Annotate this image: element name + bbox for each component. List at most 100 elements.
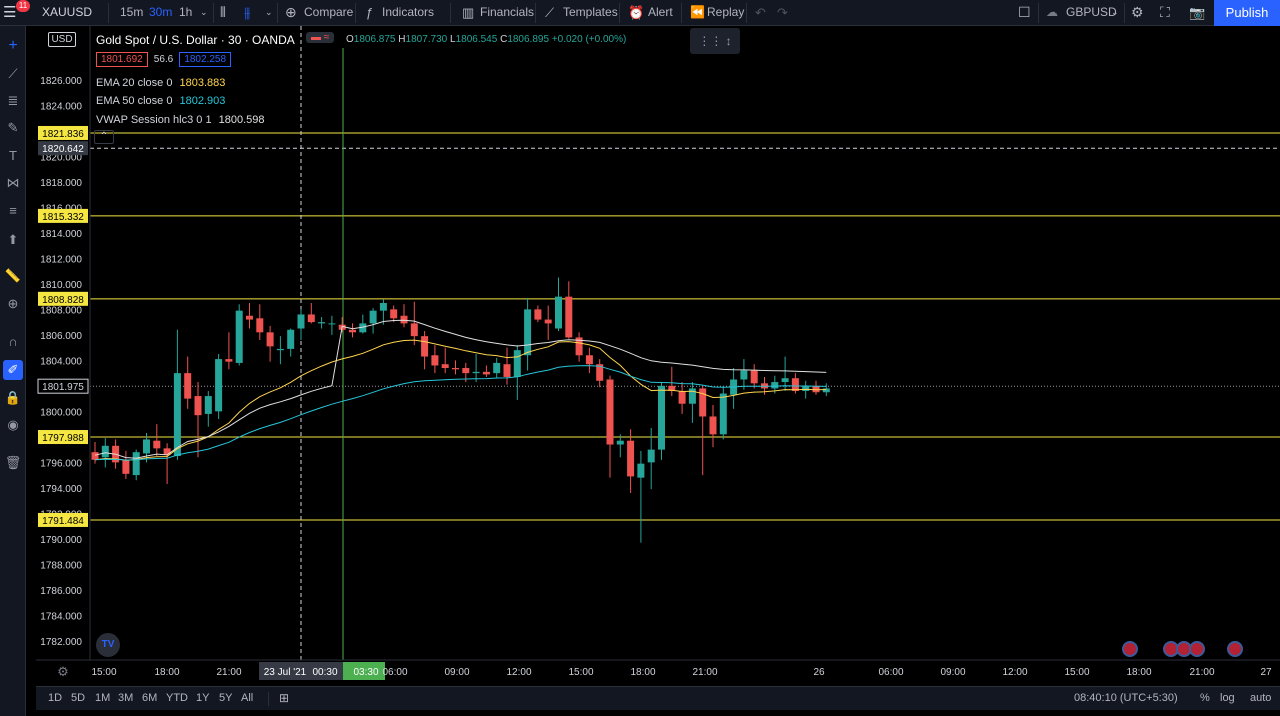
range-6m[interactable]: 6M <box>142 692 158 704</box>
cloud-icon[interactable]: ☁ <box>1046 5 1058 19</box>
us-event-flag-icon[interactable] <box>1189 641 1205 657</box>
candle-body[interactable] <box>204 396 212 414</box>
symbol-search[interactable]: XAUUSD <box>42 5 93 19</box>
candle-body[interactable] <box>184 373 192 399</box>
stay-drawing-icon[interactable]: ✐ <box>3 360 23 380</box>
candle-body[interactable] <box>379 303 387 311</box>
sell-price[interactable]: 1801.692 <box>96 52 148 67</box>
candle-body[interactable] <box>287 329 295 349</box>
candle-body[interactable] <box>637 463 645 478</box>
candle-body[interactable] <box>575 337 583 356</box>
us-event-flag-icon[interactable] <box>1122 641 1138 657</box>
undo-icon[interactable]: ↶ <box>755 5 766 20</box>
candle-body[interactable] <box>668 385 676 391</box>
candle-body[interactable] <box>431 355 439 366</box>
candle-body[interactable] <box>585 355 593 365</box>
candle-body[interactable] <box>276 348 284 351</box>
compare-button[interactable]: Compare <box>304 5 354 19</box>
settings-gear-icon[interactable]: ⚙ <box>57 665 69 680</box>
auto-toggle[interactable]: auto <box>1250 692 1272 704</box>
candle-body[interactable] <box>524 309 532 356</box>
gear-icon[interactable]: ⚙ <box>1131 4 1144 20</box>
interval-30m[interactable]: 30m <box>149 5 173 19</box>
candle-body[interactable] <box>318 322 326 324</box>
zoom-icon[interactable]: ⊕ <box>7 296 19 311</box>
vwap-row[interactable]: VWAP Session hlc3 0 1 1800.598 <box>96 114 265 126</box>
templates-button[interactable]: Templates <box>563 5 618 19</box>
text-icon[interactable]: T <box>9 148 17 163</box>
candle-body[interactable] <box>482 371 490 375</box>
candle-body[interactable] <box>307 314 315 323</box>
currency-label[interactable]: USD <box>48 32 76 47</box>
interval-15m[interactable]: 15m <box>120 5 144 19</box>
candle-body[interactable] <box>246 315 253 320</box>
prediction-icon[interactable]: ≡ <box>9 203 17 218</box>
legend-controls[interactable]: ▬ ≈ <box>306 31 335 43</box>
us-event-flag-icon[interactable] <box>1227 641 1243 657</box>
candle-body[interactable] <box>647 449 655 463</box>
magnet-icon[interactable]: ∩ <box>8 334 18 349</box>
candle-body[interactable] <box>173 373 181 456</box>
candle-body[interactable] <box>596 364 604 381</box>
tradingview-logo-icon[interactable]: TV <box>96 633 120 657</box>
candle-body[interactable] <box>441 364 449 369</box>
compare-symbol[interactable]: GBPUSD <box>1066 5 1117 19</box>
candle-body[interactable] <box>513 350 521 377</box>
candle-body[interactable] <box>606 379 614 445</box>
trash-icon[interactable]: 🗑 <box>4 455 22 470</box>
candle-body[interactable] <box>781 378 789 383</box>
replay-button[interactable]: Replay <box>707 5 745 19</box>
candle-body[interactable] <box>627 440 635 477</box>
candle-body[interactable] <box>225 359 233 362</box>
indicators-icon[interactable]: ƒ <box>366 5 374 20</box>
ema20-row[interactable]: EMA 20 close 0 1803.883 <box>96 77 225 89</box>
candle-body[interactable] <box>771 382 779 389</box>
candle-body[interactable] <box>390 309 398 319</box>
trendline-icon[interactable]: ⟋ <box>8 66 18 81</box>
percent-toggle[interactable]: % <box>1200 692 1210 704</box>
candle-body[interactable] <box>163 448 171 455</box>
financials-button[interactable]: Financials <box>480 5 535 19</box>
candle-body[interactable] <box>555 296 562 329</box>
pattern-icon[interactable]: ⋈ <box>6 175 20 190</box>
replay-icon[interactable]: ⏪ <box>690 5 705 19</box>
candle-body[interactable] <box>400 315 408 324</box>
candle-body[interactable] <box>544 319 552 324</box>
camera-icon[interactable]: 📷 <box>1189 5 1206 20</box>
candle-body[interactable] <box>658 385 665 450</box>
layout-dropdown-icon[interactable]: ⌄ <box>1111 7 1119 17</box>
fib-icon[interactable]: ≣ <box>7 93 19 108</box>
candle-body[interactable] <box>750 370 758 384</box>
candle-body[interactable] <box>143 439 150 454</box>
candle-body[interactable] <box>688 388 696 404</box>
legend-eye-icon[interactable]: ▬ ≈ <box>306 32 335 43</box>
bar-chart-icon[interactable]: ⫴ <box>220 4 226 20</box>
candle-body[interactable] <box>194 396 202 416</box>
ema50-row[interactable]: EMA 50 close 0 1802.903 <box>96 95 225 107</box>
candle-body[interactable] <box>328 323 336 325</box>
candle-body[interactable] <box>719 393 727 435</box>
candle-body[interactable] <box>153 440 161 449</box>
candle-body[interactable] <box>91 452 99 460</box>
candle-body[interactable] <box>565 296 573 338</box>
candle-body[interactable] <box>462 368 470 374</box>
eye-icon[interactable]: ◉ <box>7 417 19 432</box>
layout-icon[interactable]: ☐ <box>1018 4 1031 20</box>
collapse-legend-icon[interactable]: ⌃ <box>94 130 114 144</box>
lock-icon[interactable]: 🔒 <box>4 390 22 405</box>
range-all[interactable]: All <box>241 692 254 704</box>
date-range-icon[interactable]: ⊞ <box>279 691 290 705</box>
candles-chart-icon[interactable]: ⫵ <box>244 4 251 20</box>
candle-body[interactable] <box>132 452 140 476</box>
log-toggle[interactable]: log <box>1220 692 1235 704</box>
candle-body[interactable] <box>678 390 686 404</box>
candle-body[interactable] <box>740 370 748 380</box>
floating-drawing-toolbar[interactable]: ⋮⋮ ↕ <box>690 28 740 54</box>
crosshair-icon[interactable]: + <box>8 37 18 54</box>
candle-body[interactable] <box>452 368 459 370</box>
candle-body[interactable] <box>791 378 799 391</box>
candle-body[interactable] <box>256 318 264 333</box>
candle-body[interactable] <box>101 445 109 458</box>
candle-body[interactable] <box>699 388 707 417</box>
candle-body[interactable] <box>812 385 820 393</box>
